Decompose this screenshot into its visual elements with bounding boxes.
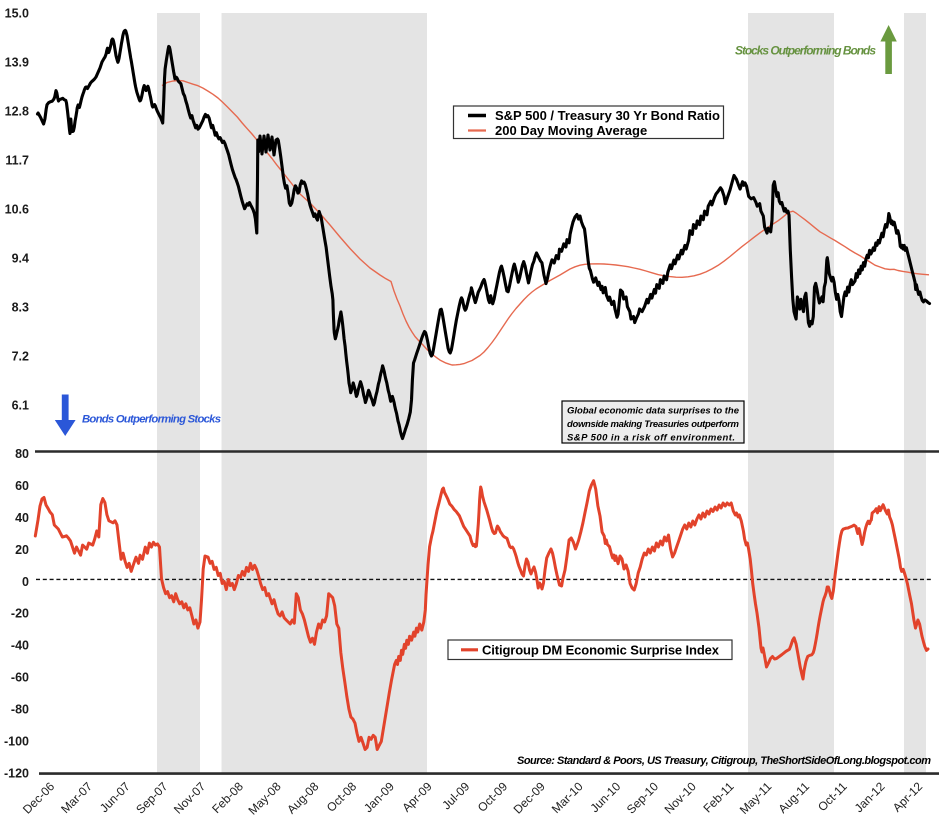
svg-text:13.9: 13.9: [5, 55, 29, 69]
svg-text:-100: -100: [4, 735, 29, 749]
svg-text:8.3: 8.3: [12, 300, 29, 314]
svg-text:Source: Standard & Poors, US T: Source: Standard & Poors, US Treasury, C…: [517, 755, 931, 767]
svg-text:11.7: 11.7: [5, 153, 29, 167]
svg-text:Citigroup DM Economic Surprise: Citigroup DM Economic Surprise Index: [482, 643, 720, 658]
svg-text:7.2: 7.2: [12, 349, 29, 363]
svg-text:15.0: 15.0: [5, 6, 29, 20]
svg-text:S&P 500 in a risk off environm: S&P 500 in a risk off environment.: [567, 433, 735, 444]
svg-text:-40: -40: [11, 639, 29, 653]
svg-text:S&P 500 / Treasury 30 Yr Bond: S&P 500 / Treasury 30 Yr Bond Ratio: [495, 108, 720, 123]
svg-text:Bonds Outperforming Stocks: Bonds Outperforming Stocks: [82, 414, 221, 426]
svg-text:downside making Treasuries out: downside making Treasuries outperform: [567, 419, 740, 430]
svg-text:40: 40: [15, 511, 29, 525]
svg-text:-120: -120: [4, 766, 29, 780]
svg-text:6.1: 6.1: [12, 398, 29, 412]
svg-text:20: 20: [15, 543, 29, 557]
svg-text:Stocks Outperforming Bonds: Stocks Outperforming Bonds: [735, 44, 876, 58]
svg-text:80: 80: [15, 447, 29, 461]
svg-text:-60: -60: [11, 671, 29, 685]
svg-text:-20: -20: [11, 607, 29, 621]
svg-text:Global economic data surprises: Global economic data surprises to the: [567, 406, 740, 417]
svg-text:200 Day Moving Average: 200 Day Moving Average: [495, 123, 647, 138]
svg-text:0: 0: [22, 575, 29, 589]
svg-text:60: 60: [15, 479, 29, 493]
svg-text:10.6: 10.6: [5, 202, 29, 216]
svg-text:12.8: 12.8: [5, 104, 29, 118]
svg-text:-80: -80: [11, 703, 29, 717]
svg-text:9.4: 9.4: [12, 251, 29, 265]
